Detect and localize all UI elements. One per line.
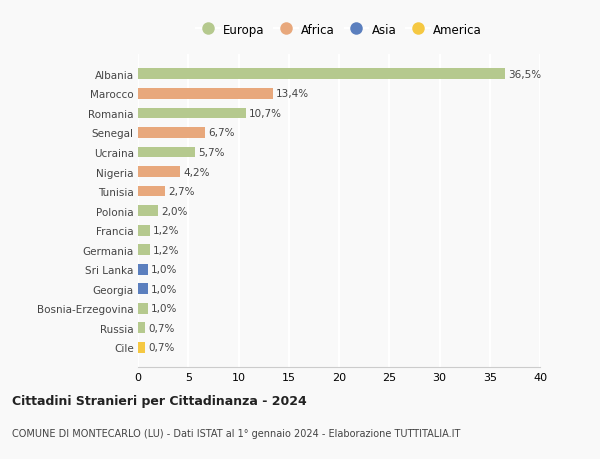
Bar: [138, 186, 165, 197]
Text: 1,0%: 1,0%: [151, 265, 178, 274]
Legend: Europa, Africa, Asia, America: Europa, Africa, Asia, America: [196, 23, 482, 36]
Bar: [138, 69, 505, 80]
Text: 2,7%: 2,7%: [168, 187, 194, 196]
Text: COMUNE DI MONTECARLO (LU) - Dati ISTAT al 1° gennaio 2024 - Elaborazione TUTTITA: COMUNE DI MONTECARLO (LU) - Dati ISTAT a…: [12, 428, 460, 438]
Text: 10,7%: 10,7%: [248, 109, 281, 118]
Bar: [138, 167, 180, 178]
Text: 4,2%: 4,2%: [183, 167, 210, 177]
Text: Cittadini Stranieri per Cittadinanza - 2024: Cittadini Stranieri per Cittadinanza - 2…: [12, 394, 307, 407]
Text: 1,2%: 1,2%: [153, 245, 179, 255]
Bar: [138, 206, 158, 217]
Bar: [138, 147, 195, 158]
Bar: [138, 264, 148, 275]
Bar: [138, 245, 150, 256]
Bar: [138, 108, 245, 119]
Text: 2,0%: 2,0%: [161, 206, 187, 216]
Text: 0,7%: 0,7%: [148, 343, 175, 353]
Text: 6,7%: 6,7%: [208, 128, 235, 138]
Bar: [138, 89, 272, 100]
Text: 0,7%: 0,7%: [148, 323, 175, 333]
Bar: [138, 323, 145, 334]
Bar: [138, 225, 150, 236]
Bar: [138, 303, 148, 314]
Text: 13,4%: 13,4%: [275, 89, 309, 99]
Bar: [138, 342, 145, 353]
Bar: [138, 128, 205, 139]
Text: 1,0%: 1,0%: [151, 304, 178, 313]
Text: 5,7%: 5,7%: [198, 148, 225, 157]
Text: 1,0%: 1,0%: [151, 284, 178, 294]
Text: 36,5%: 36,5%: [508, 70, 541, 79]
Bar: [138, 284, 148, 295]
Text: 1,2%: 1,2%: [153, 226, 179, 235]
